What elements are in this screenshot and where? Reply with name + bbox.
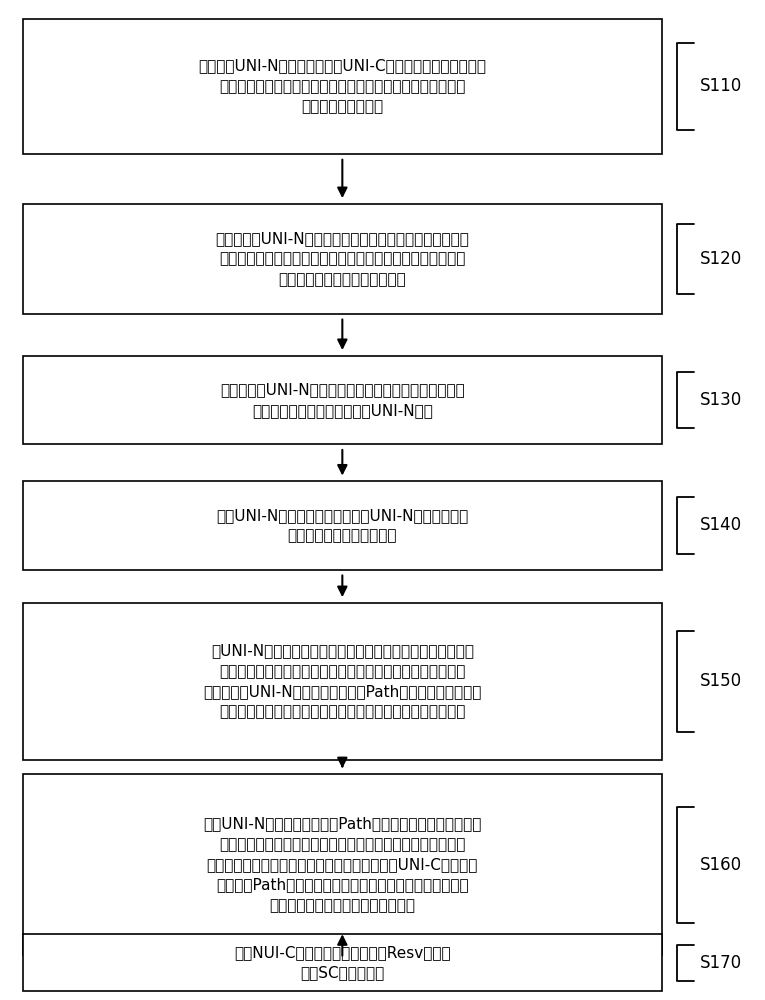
Text: S160: S160 xyxy=(700,856,742,874)
FancyBboxPatch shape xyxy=(23,481,662,570)
Text: 源UNI-N申请客户层业务上游时隙标签，找到服务层业务，设
置客户层业务上游时隙标签到对应的服务层业务下游标签的交
叉，以目的UNI-N为信令下一跳发送Path: 源UNI-N申请客户层业务上游时隙标签，找到服务层业务，设 置客户层业务上游时隙… xyxy=(203,643,481,719)
Text: 服务网的源UNI-N申请服务层业务虚接口，将该虚接口作为
服务层业务的客户虚接口和客户层业务的服务虚接口，分别存
储到服务层业务和客户层业务中: 服务网的源UNI-N申请服务层业务虚接口，将该虚接口作为 服务层业务的客户虚接口… xyxy=(216,231,469,287)
Text: S140: S140 xyxy=(700,516,742,534)
Text: 目的NUI-C按照反方向返回客户层Resv信令，
完成SC连接的建立: 目的NUI-C按照反方向返回客户层Resv信令， 完成SC连接的建立 xyxy=(234,945,451,980)
Text: S150: S150 xyxy=(700,672,742,690)
Text: 目的UNI-N节点收到客户层的Path请求后，申请客户层业务下
游时隙标签，找到服务层业务，设置服务层业务上游时隙标签
到对应的客户层业务下游标签的交叉，以目的: 目的UNI-N节点收到客户层的Path请求后，申请客户层业务下 游时隙标签，找到… xyxy=(203,816,481,913)
FancyBboxPatch shape xyxy=(23,204,662,314)
Text: 服务网的源UNI-N节点根据该业务建立请求消息中的路由
约束条件查询路由，找到目的UNI-N节点: 服务网的源UNI-N节点根据该业务建立请求消息中的路由 约束条件查询路由，找到目… xyxy=(220,382,464,418)
Text: S130: S130 xyxy=(700,391,742,409)
Text: S170: S170 xyxy=(700,954,742,972)
Text: S110: S110 xyxy=(700,77,742,95)
Text: 以源UNI-N节点为源节点，以目的UNI-N为目的节点，
在服务网内建立服务层业务: 以源UNI-N节点为源节点，以目的UNI-N为目的节点， 在服务网内建立服务层业… xyxy=(216,508,468,543)
FancyBboxPatch shape xyxy=(23,774,662,955)
Text: 服务网的UNI-N收到用户网的首UNI-C发出的业务建立请求消息
后，根据该消息的服务等级映射到本地对应的保护恢复策略，
启动服务层业务建立: 服务网的UNI-N收到用户网的首UNI-C发出的业务建立请求消息 后，根据该消息… xyxy=(198,58,487,114)
FancyBboxPatch shape xyxy=(23,934,662,991)
FancyBboxPatch shape xyxy=(23,603,662,760)
Text: S120: S120 xyxy=(700,250,742,268)
FancyBboxPatch shape xyxy=(23,19,662,154)
FancyBboxPatch shape xyxy=(23,356,662,444)
